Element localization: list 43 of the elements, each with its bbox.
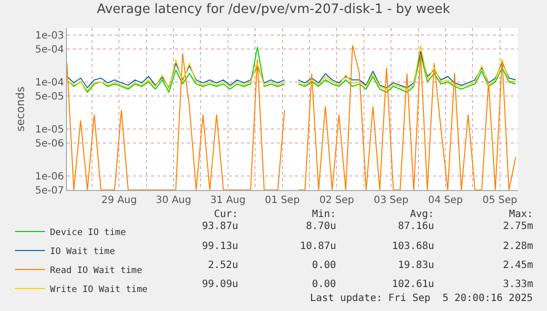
text: 99.09u — [202, 279, 238, 290]
legend-label: Write IO Wait time — [50, 285, 148, 296]
x-tick-label: 03 Sep — [374, 195, 408, 206]
text: Min: — [312, 209, 336, 220]
text: 93.87u — [202, 221, 238, 232]
text: 87.16u — [398, 221, 434, 232]
text: 2.75m — [503, 221, 534, 232]
y-tick-label: 5e-06 — [35, 138, 64, 150]
x-tick-label: 31 Aug — [210, 195, 246, 206]
y-tick-label: 5e-04 — [35, 44, 64, 56]
chart-title: Average latency for /dev/pve/vm-207-disk-1 - by week — [96, 2, 451, 18]
x-tick-label: 01 Sep — [264, 195, 300, 206]
x-tick-label: 29 Aug — [101, 195, 137, 206]
legend-label: Device IO time — [50, 228, 126, 238]
x-tick-label: 04 Sep — [428, 195, 463, 206]
legend-label: Read IO Wait time — [50, 266, 142, 276]
text: 2.28m — [503, 241, 534, 252]
text: 0.00 — [312, 260, 336, 271]
y-tick-label: 1e-03 — [35, 30, 64, 42]
text: 102.61u — [392, 279, 434, 290]
y-tick-label: 5e-07 — [35, 186, 64, 196]
y-axis-title: seconds — [14, 86, 27, 132]
text: Last update: Fri Sep 5 20:00:16 2025 — [310, 293, 533, 304]
text: 0.00 — [312, 279, 336, 290]
y-tick-label: 1e-06 — [35, 171, 64, 182]
x-tick-label: 30 Aug — [156, 195, 192, 206]
y-tick-label: 5e-05 — [35, 92, 64, 103]
x-tick-label: 05 Sep — [482, 195, 518, 206]
text: 2.52u — [208, 260, 238, 271]
text: 3.33m — [503, 279, 534, 290]
text: Cur: — [214, 209, 238, 220]
text: Max: — [509, 209, 534, 220]
text: 10.87u — [300, 241, 336, 252]
legend-label: IO Wait time — [50, 247, 116, 258]
y-tick-label: 1e-04 — [35, 77, 64, 88]
text: Avg: — [410, 209, 434, 220]
text: 8.70u — [306, 221, 336, 232]
y-tick-label: 1e-05 — [35, 124, 64, 136]
x-tick-label: 02 Sep — [319, 195, 354, 206]
text: 19.83u — [398, 260, 434, 271]
text: 103.68u — [392, 241, 434, 252]
text: 2.45m — [503, 260, 534, 271]
text: 99.13u — [202, 241, 238, 252]
